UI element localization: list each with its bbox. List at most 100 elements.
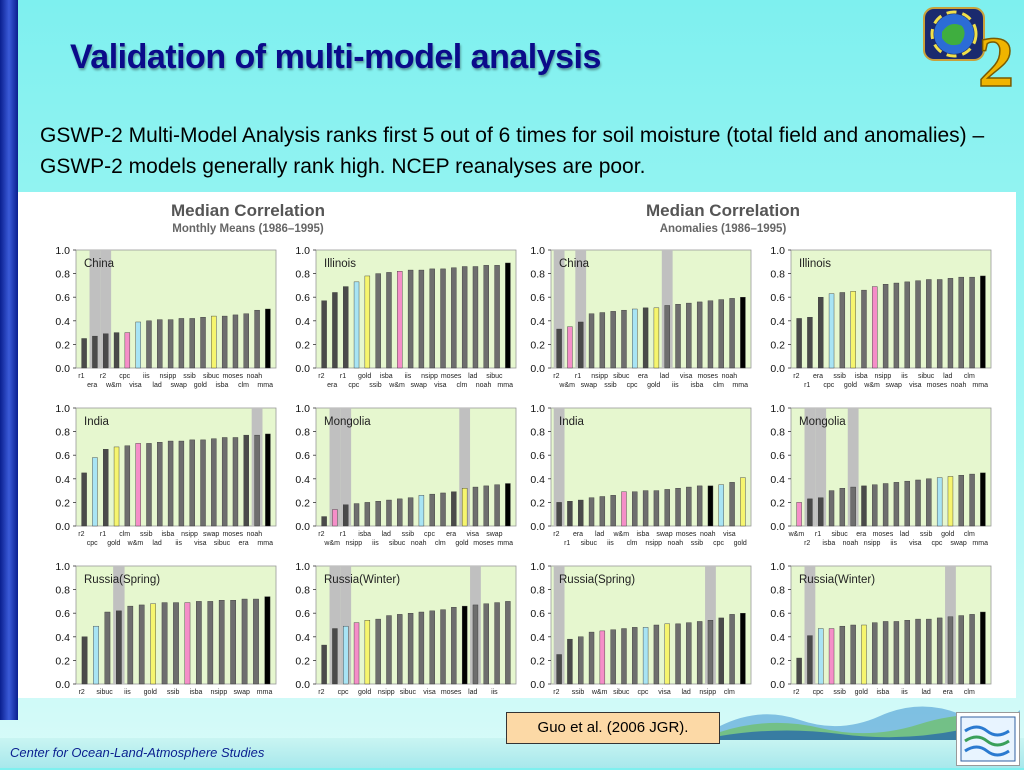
x-tick-label: swap [234,689,250,696]
bar [675,623,681,685]
y-tick-label: 0.4 [55,316,70,328]
citation-box: Guo et al. (2006 JGR). [506,712,720,744]
bar [839,292,846,369]
figure-title: Median Correlation [646,201,800,220]
bar [969,614,975,685]
x-tick-label: ssib [833,689,846,696]
x-tick-label: lad [468,689,477,696]
highlight-band [553,408,565,526]
bar [904,480,910,527]
x-tick-label: lad [921,689,930,696]
bar [556,502,562,527]
y-tick-label: 0.6 [770,292,785,304]
y-tick-label: 0.0 [530,521,545,533]
bar [828,628,835,685]
bar [969,276,975,369]
panel-russiaspring: 0.00.20.40.60.81.0Russia(Spring)r2cpcsib… [55,561,277,696]
y-tick-label: 0.8 [530,585,545,597]
bar [135,443,141,527]
x-tick-label: cpc [823,382,834,389]
x-tick-label: iis [901,373,908,380]
bar [429,610,435,685]
bar [332,628,338,685]
y-tick-label: 0.4 [770,474,785,486]
bar [893,282,900,369]
bar [664,623,670,685]
y-tick-label: 0.4 [530,632,545,644]
x-tick-label: ssib [167,689,180,696]
bar [675,488,681,527]
bar [578,636,584,685]
bar [632,491,638,527]
x-tick-label: gold [941,531,954,538]
bar [429,493,435,527]
x-tick-label: era [943,689,953,696]
bar [157,319,163,369]
x-tick-label: sibuc [203,373,220,380]
x-tick-label: ssib [691,540,704,547]
bar [375,618,381,685]
bar [243,313,249,369]
x-tick-label: r2 [804,540,810,547]
highlight-band [804,566,816,684]
x-tick-label: isba [822,540,835,547]
x-tick-label: visa [909,382,922,389]
x-tick-label: w&m [788,531,805,538]
bar [81,338,87,369]
region-label: Russia(Winter) [324,574,400,586]
bar [116,610,122,685]
y-tick-label: 0.0 [530,679,545,691]
x-tick-label: sibuc [214,540,231,547]
bar [904,620,910,685]
y-tick-label: 0.6 [55,292,70,304]
bar [675,304,681,369]
x-tick-label: lad [595,531,604,538]
y-tick-label: 0.2 [530,339,545,351]
bar [343,625,349,685]
highlight-band [815,408,827,526]
bar [364,502,371,527]
bar [418,495,425,527]
x-tick-label: w&m [591,689,608,696]
x-tick-label: r2 [553,531,559,538]
bar [386,499,392,527]
y-tick-label: 0.6 [295,608,310,620]
x-tick-label: era [573,531,583,538]
x-tick-label: ssib [920,531,933,538]
region-label: India [559,416,585,428]
bar [189,318,195,369]
y-tick-label: 0.6 [530,450,545,462]
y-tick-label: 0.2 [295,339,310,351]
x-tick-label: moses [441,373,462,380]
slide-title: Validation of multi-model analysis [70,38,601,76]
y-tick-label: 0.8 [295,269,310,281]
bar [850,291,856,369]
bar [375,501,381,527]
bar [232,437,239,527]
x-tick-label: gold [358,689,371,696]
bar [696,301,703,369]
highlight-band [329,408,341,526]
x-tick-label: era [239,540,249,547]
plot-area [315,249,517,369]
x-tick-label: isba [190,689,203,696]
bar [265,308,271,369]
bar [397,614,403,685]
x-tick-label: r1 [564,540,570,547]
x-tick-label: swap [886,382,902,389]
bar [264,596,271,685]
x-tick-label: lad [152,540,161,547]
y-tick-label: 0.4 [55,632,70,644]
region-label: China [559,258,590,270]
x-tick-label: clm [435,540,446,547]
x-tick-label: noah [722,373,738,380]
x-tick-label: r1 [804,382,810,389]
bar [599,496,606,527]
y-tick-label: 0.4 [295,316,310,328]
x-tick-label: w&m [612,531,629,538]
y-tick-label: 0.6 [295,292,310,304]
bar [947,476,954,527]
y-tick-label: 0.6 [530,292,545,304]
slide-subtitle: GSWP-2 Multi-Model Analysis ranks first … [40,124,985,178]
